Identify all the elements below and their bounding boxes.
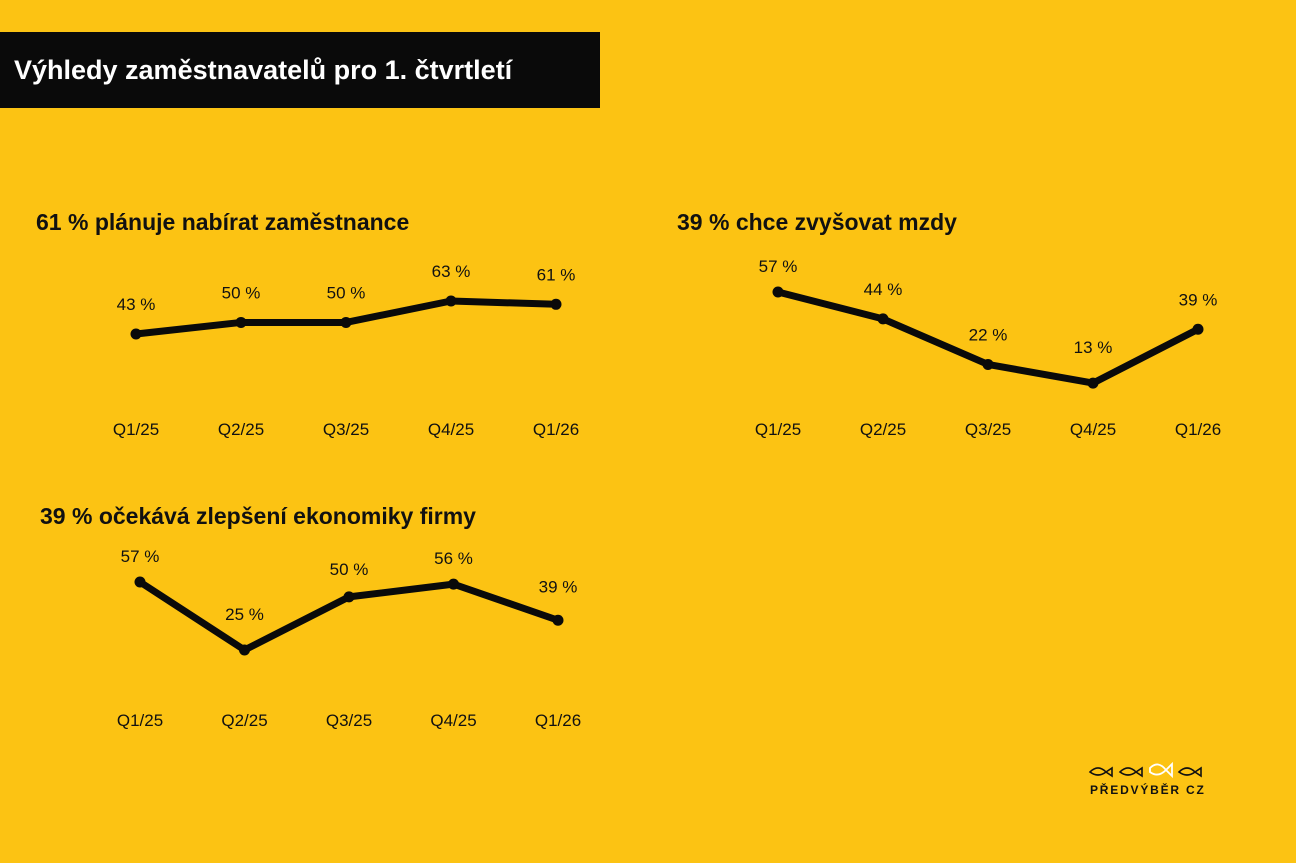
x-tick-label: Q1/26 [1175, 420, 1221, 439]
data-point [445, 295, 457, 307]
data-point [134, 576, 146, 588]
x-tick-label: Q1/25 [755, 420, 801, 439]
data-label: 25 % [225, 605, 264, 624]
data-label: 50 % [222, 283, 261, 302]
x-tick-label: Q2/25 [218, 420, 264, 439]
chart-title-wages: 39 % chce zvyšovat mzdy [677, 209, 957, 235]
x-tick-label: Q2/25 [860, 420, 906, 439]
data-point [448, 578, 459, 590]
x-tick-label: Q1/26 [533, 420, 579, 439]
data-point [1087, 377, 1099, 389]
data-point [1192, 323, 1204, 335]
data-point [239, 644, 250, 656]
data-label: 57 % [759, 257, 798, 276]
x-tick-label: Q4/25 [1070, 420, 1116, 439]
fish-logo-icon [1088, 761, 1202, 779]
data-point [130, 328, 142, 340]
data-point [982, 358, 994, 370]
chart-title-economy: 39 % očekává zlepšení ekonomiky firmy [40, 503, 476, 529]
x-tick-label: Q1/25 [117, 711, 163, 730]
data-label: 39 % [539, 577, 578, 596]
data-label: 56 % [434, 549, 473, 568]
data-label: 63 % [432, 262, 471, 281]
x-tick-label: Q4/25 [430, 711, 476, 730]
data-point [340, 316, 352, 328]
x-tick-label: Q3/25 [965, 420, 1011, 439]
logo-text: PŘEDVÝBĚR CZ [1090, 783, 1206, 797]
data-label: 50 % [327, 283, 366, 302]
x-tick-label: Q3/25 [323, 420, 369, 439]
x-tick-label: Q3/25 [326, 711, 372, 730]
x-tick-label: Q4/25 [428, 420, 474, 439]
data-label: 44 % [864, 280, 903, 299]
x-tick-label: Q1/26 [535, 711, 581, 730]
data-label: 22 % [969, 325, 1008, 344]
data-point [235, 316, 247, 328]
data-point [550, 298, 562, 310]
page-title-bar: Výhledy zaměstnavatelů pro 1. čtvrtletí [0, 32, 600, 108]
data-label: 57 % [121, 547, 160, 566]
data-label: 39 % [1179, 290, 1218, 309]
data-point [343, 591, 355, 603]
chart-title-hiring: 61 % plánuje nabírat zaměstnance [36, 209, 410, 235]
data-label: 43 % [117, 295, 156, 314]
data-point [877, 313, 889, 325]
x-tick-label: Q1/25 [113, 420, 159, 439]
x-tick-label: Q2/25 [221, 711, 267, 730]
page-title: Výhledy zaměstnavatelů pro 1. čtvrtletí [14, 54, 513, 85]
data-label: 61 % [537, 265, 576, 284]
data-label: 50 % [330, 560, 369, 579]
data-label: 13 % [1074, 338, 1113, 357]
data-point [772, 286, 784, 298]
data-point [552, 614, 564, 626]
